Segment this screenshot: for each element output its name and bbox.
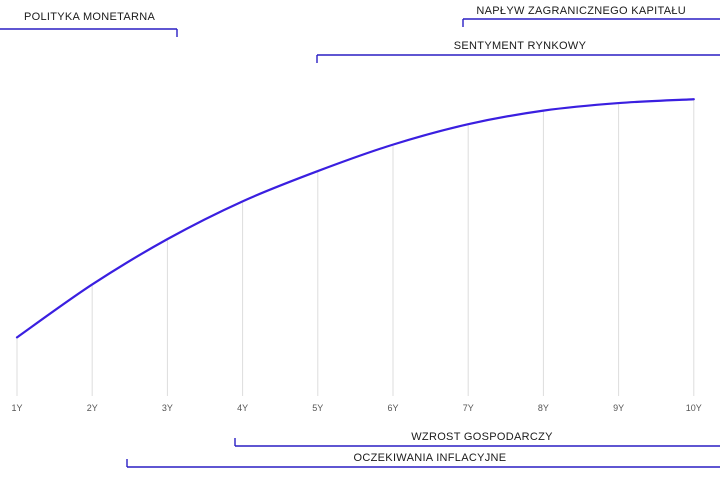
x-tick-8y: 8Y xyxy=(538,403,549,413)
grid-lines xyxy=(16,99,695,396)
bracket-naplyw-kapitalu: NAPŁYW ZAGRANICZNEGO KAPITAŁU xyxy=(462,5,720,27)
bracket-oczekiwania-inflacyjne-label: OCZEKIWANIA INFLACYJNE xyxy=(354,452,507,464)
x-tick-2y: 2Y xyxy=(87,403,98,413)
annotation-brackets: POLITYKA MONETARNA NAPŁYW ZAGRANICZNEGO K… xyxy=(0,5,720,468)
bracket-polityka-monetarna: POLITYKA MONETARNA xyxy=(0,11,178,37)
series-group xyxy=(15,98,695,339)
x-tick-labels: 1Y 2Y 3Y 4Y 5Y 6Y 7Y 8Y 9Y 10Y xyxy=(11,403,701,413)
bracket-polityka-monetarna-label: POLITYKA MONETARNA xyxy=(24,11,155,23)
x-tick-9y: 9Y xyxy=(613,403,624,413)
x-tick-7y: 7Y xyxy=(463,403,474,413)
bracket-oczekiwania-inflacyjne: OCZEKIWANIA INFLACYJNE xyxy=(126,452,720,468)
bracket-wzrost-gospodarczy-label: WZROST GOSPODARCZY xyxy=(411,431,553,443)
x-tick-10y: 10Y xyxy=(686,403,702,413)
bracket-wzrost-gospodarczy: WZROST GOSPODARCZY xyxy=(234,431,720,447)
x-tick-1y: 1Y xyxy=(11,403,22,413)
bracket-sentyment-rynkowy: SENTYMENT RYNKOWY xyxy=(316,40,720,63)
series-line xyxy=(15,98,695,339)
bracket-naplyw-kapitalu-label: NAPŁYW ZAGRANICZNEGO KAPITAŁU xyxy=(476,5,686,17)
bracket-sentyment-rynkowy-label: SENTYMENT RYNKOWY xyxy=(454,40,587,52)
x-tick-3y: 3Y xyxy=(162,403,173,413)
x-tick-4y: 4Y xyxy=(237,403,248,413)
x-tick-6y: 6Y xyxy=(387,403,398,413)
x-tick-5y: 5Y xyxy=(312,403,323,413)
